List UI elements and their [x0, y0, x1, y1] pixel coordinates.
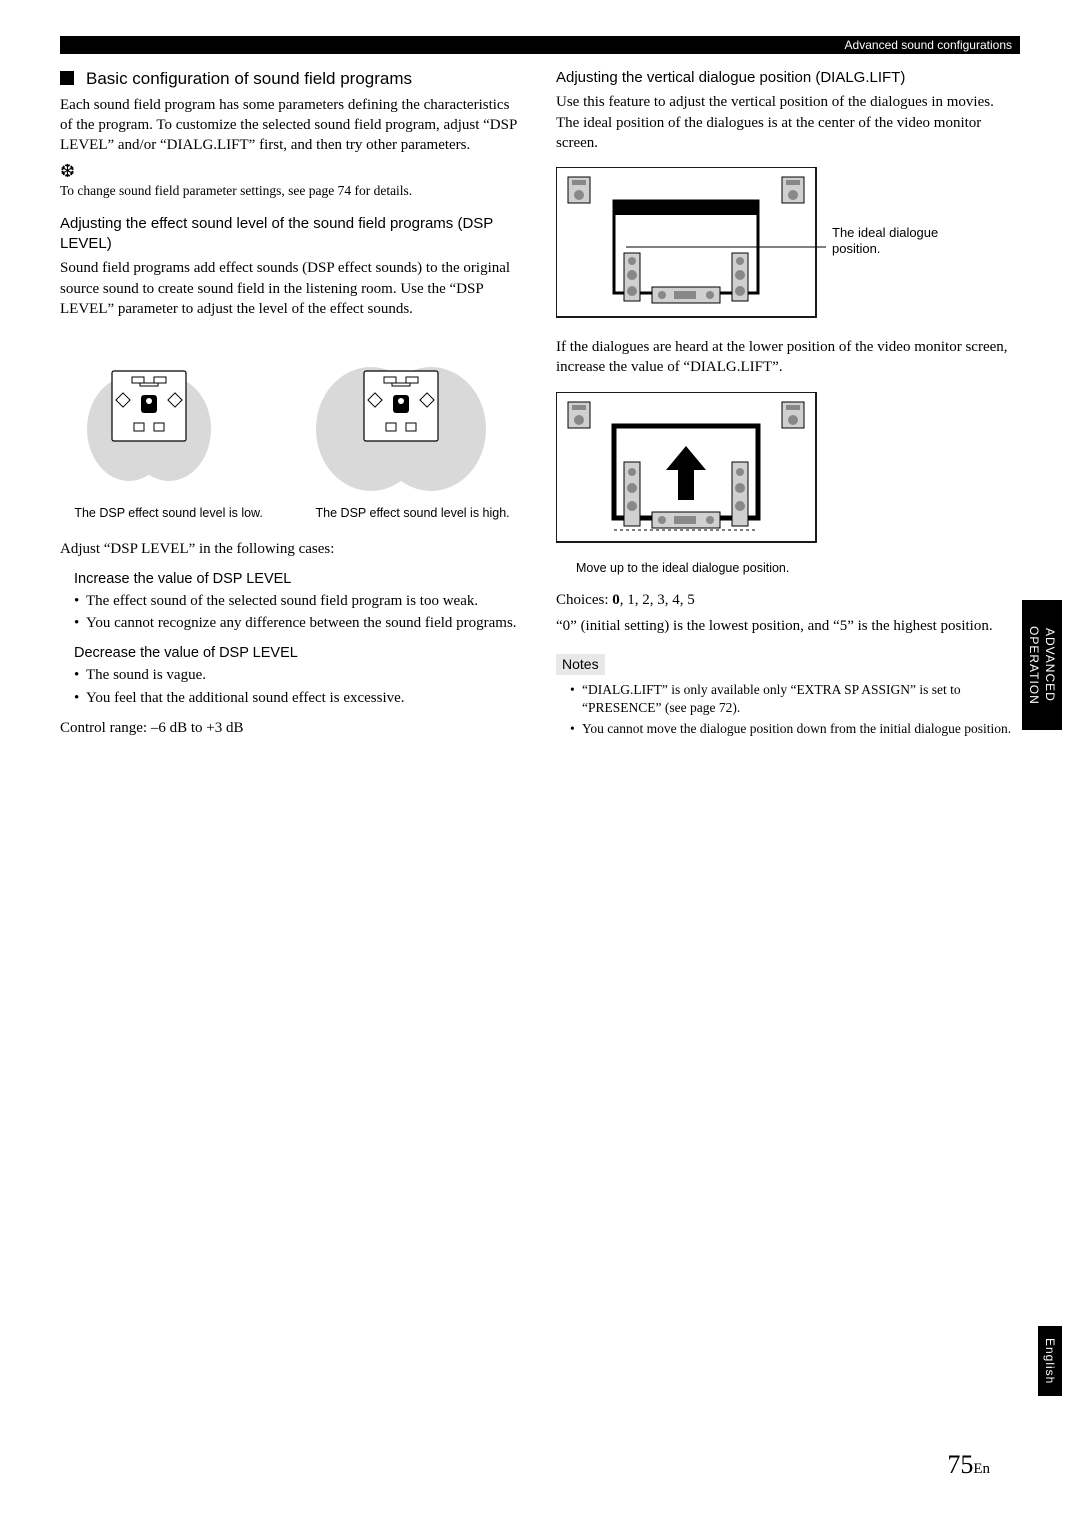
section-title-text: Basic configuration of sound field progr… — [86, 68, 412, 91]
dialg-heading: Adjusting the vertical dialogue position… — [556, 68, 1020, 88]
page-number-value: 75 — [947, 1450, 973, 1479]
control-range: Control range: –6 dB to +3 dB — [60, 718, 524, 738]
dsp-body: Sound field programs add effect sounds (… — [60, 258, 524, 319]
header-bar: Advanced sound configurations — [60, 36, 1020, 54]
left-column: Basic configuration of sound field progr… — [60, 68, 524, 744]
tip-text: To change sound field parameter settings… — [60, 182, 524, 200]
moveup-caption: Move up to the ideal dialogue position. — [576, 560, 1020, 576]
tv-moveup-svg — [556, 392, 856, 552]
page-number: 75En — [947, 1447, 990, 1482]
choices-label: Choices: — [556, 592, 612, 608]
increase-list: The effect sound of the selected sound f… — [60, 591, 524, 634]
decrease-list: The sound is vague. You feel that the ad… — [60, 665, 524, 708]
list-item: You cannot recognize any difference betw… — [74, 613, 524, 633]
dsp-diagram-low: The DSP effect sound level is low. — [74, 339, 263, 521]
choices-rest: , 1, 2, 3, 4, 5 — [620, 592, 695, 608]
list-item: The sound is vague. — [74, 665, 524, 685]
decrease-heading: Decrease the value of DSP LEVEL — [74, 644, 524, 664]
list-item: “DIALG.LIFT” is only available only “EXT… — [570, 681, 1020, 717]
intro-paragraph: Each sound field program has some parame… — [60, 95, 524, 156]
dsp-high-svg — [316, 339, 486, 499]
dsp-heading: Adjusting the effect sound level of the … — [60, 214, 524, 255]
after-diagram1: If the dialogues are heard at the lower … — [556, 337, 1020, 378]
section-title: Basic configuration of sound field progr… — [60, 68, 524, 91]
list-item: The effect sound of the selected sound f… — [74, 591, 524, 611]
page-number-suffix: En — [973, 1461, 990, 1477]
adjust-line: Adjust “DSP LEVEL” in the following case… — [60, 539, 524, 559]
notes-label: Notes — [556, 654, 605, 675]
tip-icon: ❆ — [60, 162, 524, 180]
ideal-callout: The ideal dialogue position. — [832, 225, 942, 258]
square-bullet-icon — [60, 71, 74, 85]
dsp-diagram-row: The DSP effect sound level is low. — [60, 339, 524, 521]
choices-bold: 0 — [612, 592, 620, 608]
side-tab-section: ADVANCED OPERATION — [1022, 600, 1062, 730]
dsp-high-caption: The DSP effect sound level is high. — [316, 505, 510, 521]
choices-body: “0” (initial setting) is the lowest posi… — [556, 616, 1020, 636]
two-column-layout: Basic configuration of sound field progr… — [60, 68, 1020, 744]
tv-diagram-ideal: The ideal dialogue position. — [556, 167, 1020, 327]
notes-list: “DIALG.LIFT” is only available only “EXT… — [556, 681, 1020, 738]
dsp-diagram-high: The DSP effect sound level is high. — [316, 339, 510, 521]
header-title: Advanced sound configurations — [845, 37, 1012, 53]
right-column: Adjusting the vertical dialogue position… — [556, 68, 1020, 744]
dsp-low-caption: The DSP effect sound level is low. — [74, 505, 263, 521]
tv-diagram-moveup — [556, 392, 1020, 552]
choices-line: Choices: 0, 1, 2, 3, 4, 5 — [556, 590, 1020, 610]
dsp-low-svg — [74, 339, 224, 499]
side-tab-language: English — [1038, 1326, 1062, 1396]
dialg-body: Use this feature to adjust the vertical … — [556, 92, 1020, 153]
tv-ideal-svg — [556, 167, 856, 327]
list-item: You feel that the additional sound effec… — [74, 688, 524, 708]
list-item: You cannot move the dialogue position do… — [570, 720, 1020, 738]
increase-heading: Increase the value of DSP LEVEL — [74, 570, 524, 590]
